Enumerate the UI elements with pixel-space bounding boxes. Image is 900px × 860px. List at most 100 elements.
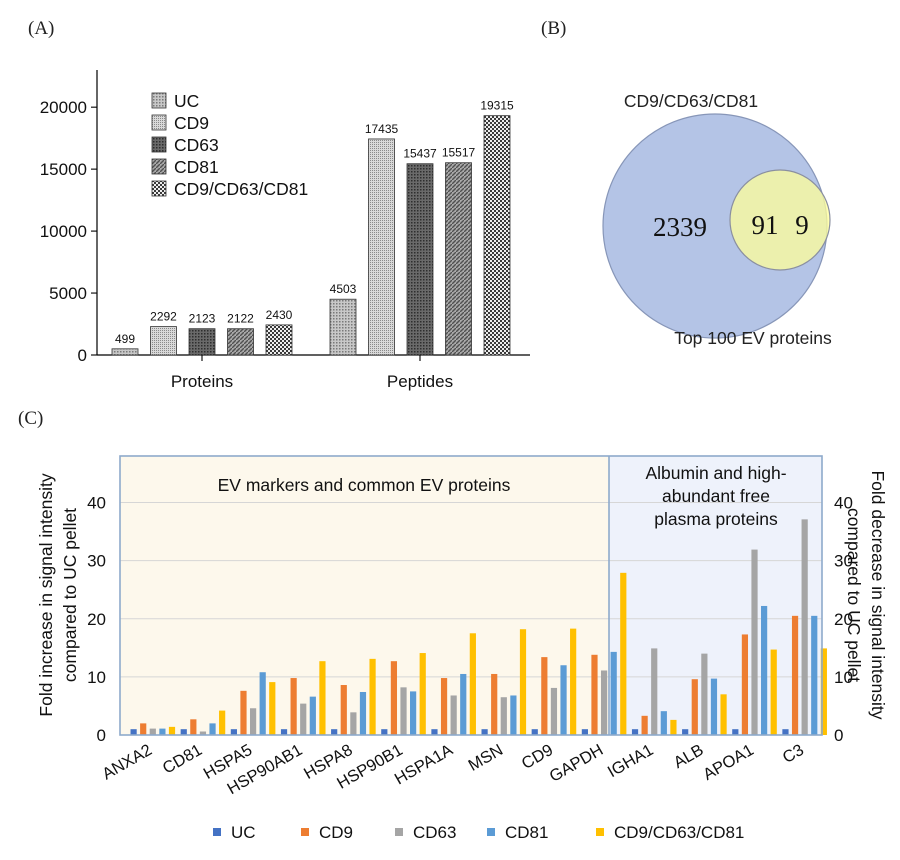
panel-c-bar-hspa8-cd81 [359, 691, 367, 735]
panel-c-bar-c3-cd9 [791, 615, 799, 735]
panel-c-bar-hsp90ab1-cd9 [290, 678, 297, 735]
panel-c-bar-cd9-uc [531, 729, 538, 735]
panel-c-bar-gapdh-cd9-cd63-cd81 [620, 572, 627, 735]
panel-c-y-tick-label-right: 30 [834, 552, 853, 571]
panel-c-bar-hsp90b1-cd81 [410, 691, 417, 735]
panel-c-y-tick-label-left: 0 [97, 726, 106, 745]
panel-c-bar-gapdh-uc [581, 729, 588, 735]
panel-c-bar-alb-cd81 [710, 678, 718, 735]
panel-c-legend-swatch-cd81 [487, 828, 495, 836]
panel-c-bar-hsp90ab1-cd81 [309, 696, 316, 735]
panel-c-bar-cd9-cd81 [560, 665, 567, 735]
panel-c-bar-hspa5-cd9 [240, 690, 247, 735]
panel-a-data-label: 2123 [189, 312, 216, 326]
panel-a-legend-swatch-cd9-cd63-cd81 [151, 180, 167, 197]
panel-a-data-label: 499 [115, 332, 135, 346]
panel-c-legend-swatch-cd63 [395, 828, 403, 836]
panel-c-x-tick-label: C3 [780, 741, 807, 767]
panel-a-y-tick-label: 0 [78, 346, 87, 365]
panel-label-b: (B) [541, 18, 566, 39]
panel-c-bar-hspa5-cd63 [249, 708, 257, 735]
panel-c-bar-anxa2-cd81 [159, 728, 166, 735]
panel-c-y-tick-label-right: 20 [834, 610, 853, 629]
panel-a-data-label: 15437 [403, 147, 437, 161]
venn-circle-top100 [729, 169, 831, 271]
panel-a-legend-swatch-uc [151, 92, 167, 109]
panel-a-chart: 0 5000 10000 15000 20000 499 2292 2123 2122 2430 P… [40, 70, 530, 391]
panel-c-y-axis-title-right: Fold decrease in signal intensity [868, 470, 888, 719]
panel-c-bar-igha1-cd63 [651, 648, 658, 735]
panel-a-legend-label: CD9 [174, 113, 209, 133]
panel-c-legend-label: CD9 [319, 823, 353, 842]
panel-c-y-tick-label-right: 10 [834, 668, 853, 687]
panel-a-y-tick-label: 5000 [49, 284, 87, 303]
panel-c-legend-swatch-uc [213, 828, 221, 836]
panel-c-bar-hsp90b1-cd9-cd63-cd81 [419, 653, 426, 735]
panel-c-bar-hspa5-uc [230, 729, 237, 735]
panel-c-bar-c3-cd9-cd63-cd81 [820, 648, 827, 735]
panel-c-x-tick-label: MSN [465, 741, 506, 775]
panel-c-bar-cd9-cd9 [541, 657, 548, 735]
panel-c-x-tick-label: ANXA2 [99, 741, 155, 784]
panel-c-bar-hsp90ab1-uc [280, 729, 288, 735]
panel-c-legend-label: CD63 [413, 823, 456, 842]
panel-c-bar-cd81-uc [180, 729, 187, 735]
panel-c-bar-hspa1a-cd9 [440, 678, 448, 735]
panel-c-x-tick-label: HSPA1A [392, 741, 456, 789]
panel-c-y-axis-title-left: compared to UC pellet [60, 508, 80, 682]
panel-c-bar-hspa1a-uc [431, 729, 438, 735]
panel-a-bar-proteins-uc [111, 348, 139, 356]
panel-c-bar-igha1-cd9-cd63-cd81 [670, 719, 677, 735]
panel-c-y-axis-title-right: compared to UC pellet [844, 508, 864, 682]
panel-c-bar-c3-uc [782, 729, 789, 735]
panel-c-bar-cd81-cd63 [199, 731, 207, 735]
panel-c-y-axis-title-left: Fold increase in signal intensity [36, 473, 56, 716]
panel-c-bar-anxa2-uc [130, 729, 137, 735]
panel-c-legend-swatch-cd9-cd63-cd81 [596, 828, 604, 836]
panel-c-bar-cd81-cd9-cd63-cd81 [219, 710, 226, 735]
panel-c-bar-gapdh-cd81 [610, 651, 617, 735]
panel-a-bar-proteins-cd63 [188, 328, 216, 356]
panel-c-legend-label: UC [231, 823, 256, 842]
panel-c-bar-gapdh-cd63 [600, 670, 608, 735]
panel-label-a: (A) [28, 18, 54, 39]
panel-c-bar-hsp90ab1-cd63 [300, 703, 307, 735]
panel-a-x-tick-label: Peptides [387, 372, 453, 391]
panel-a-y-tick-label: 15000 [40, 160, 87, 179]
panel-a-legend-swatch-cd81 [151, 158, 167, 175]
panel-a-y-tick-label: 10000 [40, 222, 87, 241]
panel-c-x-tick-label: APOA1 [700, 741, 757, 784]
panel-c-bar-hsp90ab1-cd9-cd63-cd81 [319, 661, 326, 735]
panel-c-bar-msn-uc [481, 729, 488, 735]
panel-c-y-tick-label-left: 30 [87, 552, 106, 571]
panel-c-bar-hspa8-cd9-cd63-cd81 [369, 658, 376, 735]
panel-c-bar-hspa5-cd9-cd63-cd81 [269, 682, 276, 735]
panel-c-y-tick-label-right: 40 [834, 494, 853, 513]
panel-c-bar-alb-cd9-cd63-cd81 [720, 694, 727, 735]
panel-a-legend-label: UC [174, 91, 199, 111]
panel-c-bar-apoa1-cd63 [751, 549, 758, 735]
panel-a-bar-peptides-cd9-cd63-cd81 [483, 115, 511, 356]
panel-c-bar-apoa1-uc [732, 729, 739, 735]
panel-c-bar-igha1-cd9 [641, 715, 648, 735]
venn-bottom-label: Top 100 EV proteins [674, 328, 832, 348]
panel-c-bar-cd9-cd63 [550, 687, 558, 735]
panel-c-bar-hspa8-cd63 [350, 712, 357, 735]
panel-c-bar-anxa2-cd9-cd63-cd81 [168, 726, 176, 735]
panel-c-bar-anxa2-cd63 [149, 728, 156, 735]
panel-c-bar-igha1-cd81 [660, 711, 667, 735]
panel-c-bar-hspa1a-cd9-cd63-cd81 [469, 633, 476, 735]
panel-c-x-tick-label: CD81 [160, 741, 206, 778]
panel-a-bar-proteins-cd81 [227, 328, 254, 356]
panel-a-x-tick-label: Proteins [171, 372, 233, 391]
panel-c-x-tick-label: GAPDH [547, 741, 607, 786]
panel-c-bar-hspa1a-cd63 [450, 695, 457, 735]
panel-c-y-tick-label-right: 0 [834, 726, 843, 745]
venn-left-count: 2339 [653, 212, 707, 242]
panel-c-bar-hspa8-cd9 [340, 685, 347, 735]
panel-c-bar-igha1-uc [631, 729, 639, 735]
panel-c-frame [119, 455, 823, 736]
panel-c-bar-hspa5-cd81 [259, 672, 266, 735]
